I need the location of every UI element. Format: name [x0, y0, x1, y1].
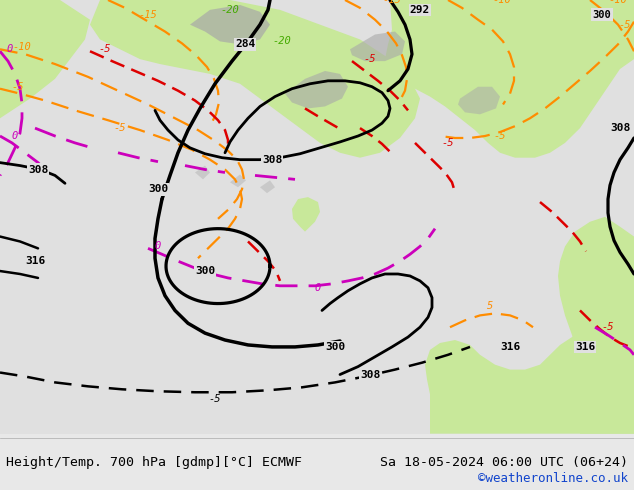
Text: Height/Temp. 700 hPa [gdmp][°C] ECMWF: Height/Temp. 700 hPa [gdmp][°C] ECMWF: [6, 456, 302, 469]
Text: -5: -5: [442, 138, 454, 148]
Text: -10: -10: [13, 42, 31, 52]
Text: 308: 308: [262, 155, 282, 165]
Text: ©weatheronline.co.uk: ©weatheronline.co.uk: [477, 472, 628, 486]
Text: 308: 308: [610, 123, 630, 133]
Text: Sa 18-05-2024 06:00 UTC (06+24): Sa 18-05-2024 06:00 UTC (06+24): [380, 456, 628, 469]
Polygon shape: [425, 320, 634, 434]
Polygon shape: [285, 71, 348, 108]
Polygon shape: [0, 0, 634, 434]
Text: -10: -10: [493, 0, 512, 5]
Text: -5: -5: [99, 44, 111, 54]
Polygon shape: [90, 0, 420, 158]
Polygon shape: [458, 87, 500, 114]
Text: 316: 316: [25, 256, 45, 266]
Text: -5: -5: [209, 394, 221, 404]
Text: 284: 284: [235, 39, 255, 49]
Text: 300: 300: [195, 266, 215, 276]
Text: 300: 300: [325, 342, 345, 352]
Polygon shape: [350, 31, 405, 61]
Polygon shape: [230, 174, 246, 187]
Text: -5: -5: [113, 123, 126, 133]
Text: 0: 0: [315, 283, 321, 293]
Text: 5: 5: [487, 300, 493, 311]
Text: -5: -5: [602, 322, 614, 332]
Text: -15: -15: [383, 0, 401, 5]
Text: -5: -5: [494, 131, 507, 141]
Polygon shape: [260, 180, 275, 193]
Text: -15: -15: [139, 10, 157, 20]
Text: 292: 292: [410, 5, 430, 15]
Polygon shape: [195, 166, 210, 179]
Text: -5: -5: [12, 82, 24, 92]
Text: -20: -20: [273, 36, 292, 47]
Text: 316: 316: [575, 342, 595, 352]
Text: 308: 308: [360, 369, 380, 380]
Text: 0: 0: [12, 131, 18, 141]
Text: 0: 0: [7, 44, 13, 54]
Text: -5: -5: [619, 20, 631, 29]
Text: -10: -10: [609, 0, 628, 5]
Text: -5: -5: [364, 54, 376, 64]
Polygon shape: [385, 0, 634, 158]
Polygon shape: [190, 5, 270, 45]
Text: 308: 308: [28, 165, 48, 174]
Text: 0: 0: [155, 242, 161, 251]
Polygon shape: [558, 217, 634, 434]
Polygon shape: [0, 0, 90, 118]
Text: 300: 300: [148, 184, 168, 194]
Text: -20: -20: [221, 5, 240, 15]
Text: 316: 316: [500, 342, 520, 352]
Polygon shape: [292, 197, 320, 232]
Text: 300: 300: [593, 10, 611, 20]
